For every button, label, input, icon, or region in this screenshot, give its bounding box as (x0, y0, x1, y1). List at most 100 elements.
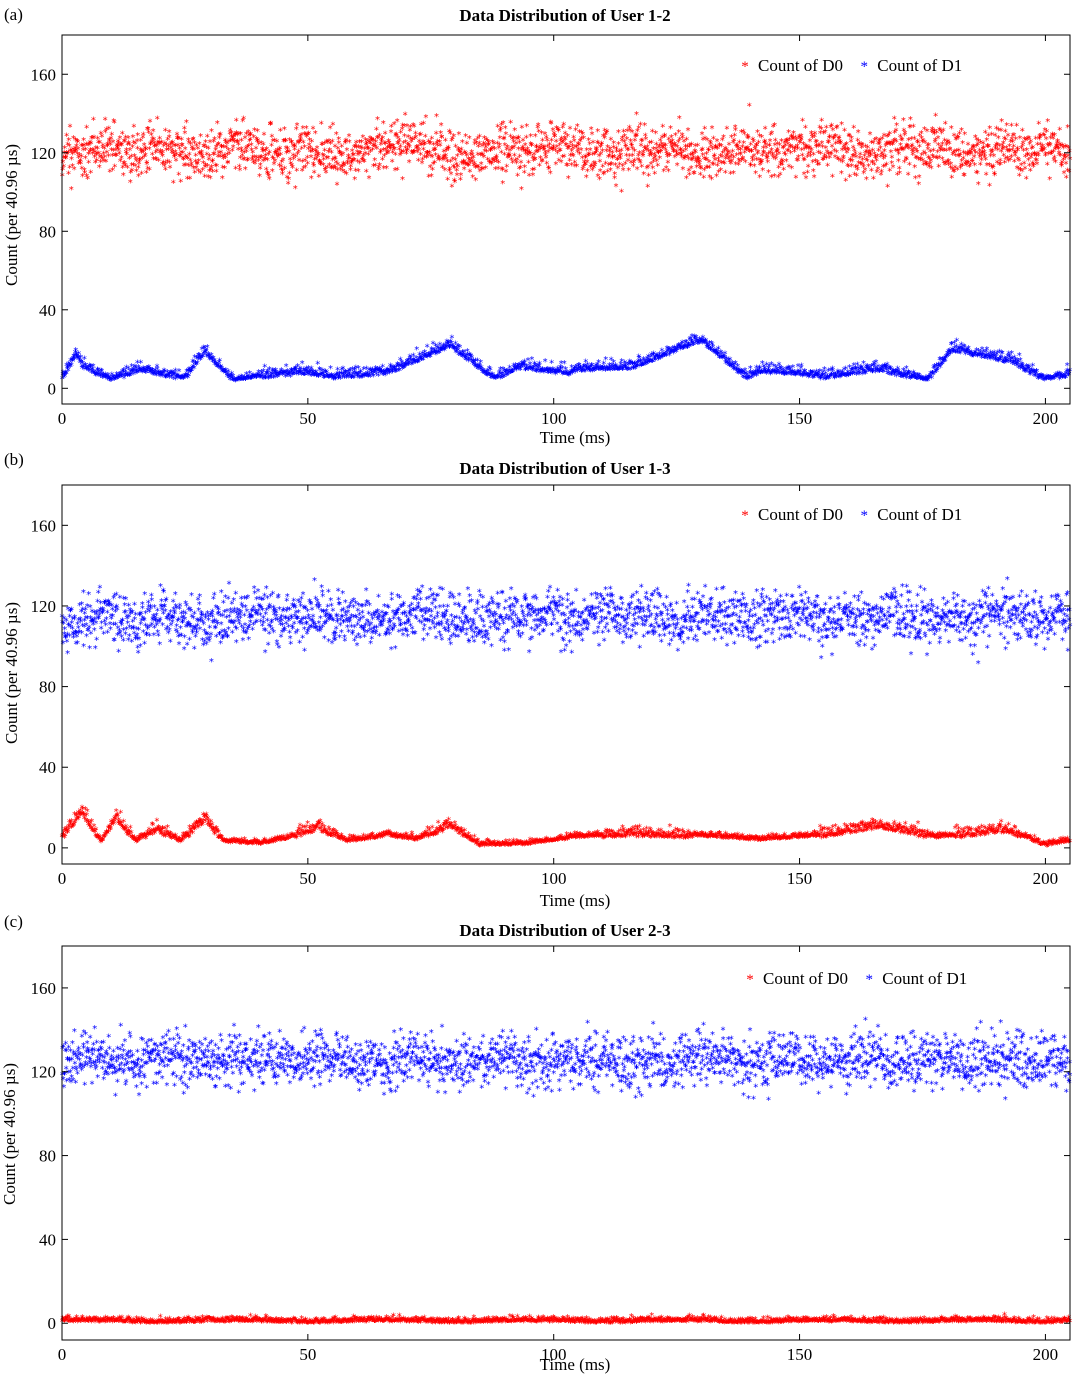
data-point: * (148, 140, 153, 151)
data-point: * (97, 153, 102, 164)
data-point: * (73, 145, 78, 156)
data-point: * (99, 133, 104, 144)
data-point: * (138, 146, 143, 157)
data-point: * (830, 172, 835, 183)
data-point: * (294, 166, 299, 177)
data-point: * (99, 153, 104, 164)
data-point: * (987, 181, 992, 192)
data-point: * (66, 136, 71, 147)
data-point: * (131, 138, 136, 149)
data-point: * (61, 162, 66, 173)
data-point: * (642, 121, 647, 132)
data-point: * (107, 136, 112, 147)
data-point: * (145, 165, 150, 176)
data-point: * (105, 142, 110, 153)
data-point: * (733, 126, 738, 137)
data-point: * (103, 128, 108, 139)
data-point: * (144, 169, 149, 180)
data-point: * (115, 142, 120, 153)
data-point: * (532, 166, 537, 177)
data-point: * (70, 162, 75, 173)
data-point: * (91, 116, 96, 127)
data-point: * (81, 136, 86, 147)
data-point: * (92, 134, 97, 145)
data-point: * (134, 167, 139, 178)
data-point: * (148, 117, 153, 128)
series-points: ****************************************… (60, 804, 1073, 854)
data-point: * (131, 161, 136, 172)
data-point: * (136, 163, 141, 174)
data-point: * (105, 140, 110, 151)
data-point: * (149, 131, 154, 142)
data-point: * (82, 169, 87, 180)
data-point: * (133, 162, 138, 173)
data-point: * (400, 175, 405, 186)
data-point: * (67, 163, 72, 174)
data-point: * (100, 155, 105, 166)
legend-label: Count of D1 (877, 56, 962, 75)
data-point: * (127, 140, 132, 151)
data-point: * (130, 143, 135, 154)
data-point: * (67, 142, 72, 153)
data-point: * (793, 174, 798, 185)
data-point: * (73, 136, 78, 147)
legend: * Count of D0 * Count of D1 (740, 56, 962, 76)
data-point: * (319, 120, 324, 131)
x-tick-label: 150 (787, 409, 813, 428)
data-point: * (119, 141, 124, 152)
data-point: * (129, 167, 134, 178)
data-point: * (110, 151, 115, 162)
y-tick-label: 160 (31, 65, 57, 84)
data-point: * (153, 155, 158, 166)
data-point: * (127, 146, 132, 157)
data-point: * (135, 137, 140, 148)
data-point: * (113, 151, 118, 162)
data-point: * (907, 161, 912, 172)
data-point: * (268, 120, 273, 131)
data-point: * (316, 173, 321, 184)
data-point: * (111, 117, 116, 128)
data-point: * (155, 115, 160, 126)
data-point: * (75, 138, 80, 149)
data-point: * (519, 185, 524, 196)
data-point: * (72, 148, 77, 159)
data-point: * (132, 152, 137, 163)
data-point: * (152, 142, 157, 153)
data-point: * (102, 153, 107, 164)
data-point: * (984, 171, 989, 182)
data-point: * (171, 178, 176, 189)
data-point: * (234, 117, 239, 128)
data-point: * (150, 150, 155, 161)
data-point: * (90, 134, 95, 145)
data-point: * (747, 102, 752, 113)
data-point: * (104, 149, 109, 160)
data-point: * (1014, 121, 1019, 132)
data-point: * (943, 119, 948, 130)
data-point: * (128, 178, 133, 189)
data-point: * (677, 114, 682, 125)
data-point: * (151, 155, 156, 166)
data-point: * (142, 153, 147, 164)
data-point: * (118, 157, 123, 168)
data-point: * (335, 180, 340, 191)
data-point: * (111, 138, 116, 149)
data-point: * (91, 146, 96, 157)
data-point: * (62, 149, 67, 160)
data-point: * (102, 144, 107, 155)
data-point: * (135, 145, 140, 156)
data-point: * (293, 184, 298, 195)
data-point: * (129, 153, 134, 164)
data-point: * (619, 188, 624, 199)
data-point: * (645, 182, 650, 193)
data-point: * (144, 160, 149, 171)
data-point: * (87, 141, 92, 152)
data-point: * (135, 131, 140, 142)
data-point: * (146, 129, 151, 140)
data-point: * (1036, 119, 1041, 130)
data-point: * (75, 150, 80, 161)
data-point: * (107, 138, 112, 149)
data-point: * (634, 110, 639, 121)
data-point: * (153, 149, 158, 160)
data-point: * (70, 150, 75, 161)
data-point: * (64, 131, 69, 142)
